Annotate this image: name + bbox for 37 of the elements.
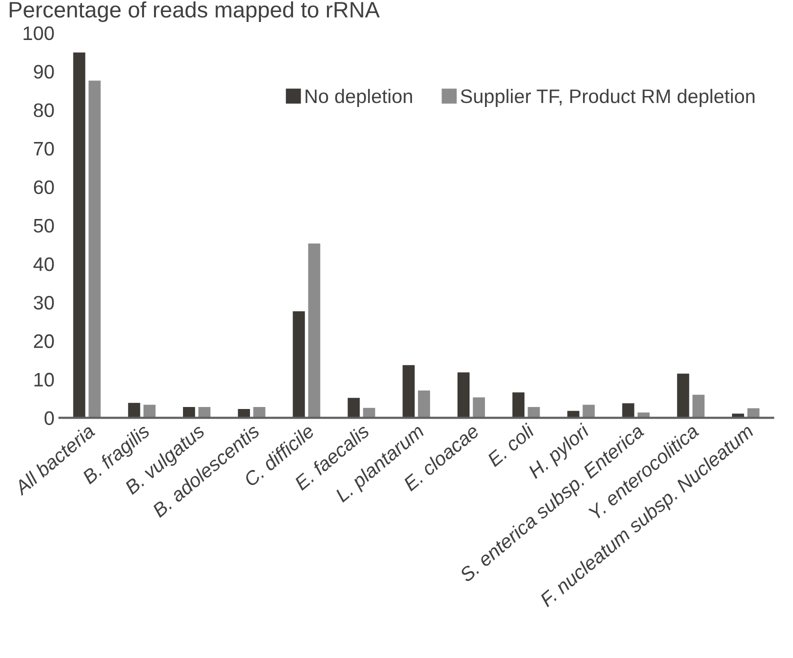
legend-label: No depletion	[306, 88, 412, 108]
bar	[143, 404, 156, 418]
y-tick-label: 10	[34, 372, 54, 387]
bar	[677, 374, 690, 418]
bar	[128, 402, 140, 418]
chart-title: Percentage of reads mapped to rRNA	[10, 1, 380, 22]
bar	[458, 372, 470, 418]
bar	[402, 365, 415, 418]
legend-label: Supplier TF, Product RM depletion	[460, 88, 754, 108]
bar	[418, 390, 430, 418]
bar	[238, 408, 250, 418]
y-tick-label: 20	[34, 334, 54, 348]
y-tick-label: 90	[34, 64, 54, 79]
y-tick-label: 100	[24, 26, 54, 40]
x-tick-label: E. coli	[486, 422, 536, 468]
bar	[622, 403, 634, 418]
y-tick-label: 60	[34, 180, 54, 194]
y-tick-label: 30	[34, 296, 54, 310]
bar	[348, 398, 360, 418]
bar	[528, 407, 540, 418]
bar	[198, 407, 210, 418]
bar	[472, 397, 485, 418]
y-tick-label: 70	[34, 142, 54, 156]
bar	[308, 243, 320, 418]
y-tick-label: 40	[33, 257, 54, 272]
bar	[512, 392, 524, 418]
y-tick-label: 80	[34, 103, 54, 118]
bar	[692, 394, 705, 418]
bar	[747, 408, 760, 418]
bar	[253, 407, 266, 418]
bar	[582, 404, 595, 418]
bar	[183, 407, 196, 418]
bar	[292, 311, 305, 418]
bar	[88, 80, 101, 418]
y-tick-label: 50	[34, 218, 54, 233]
bar	[73, 52, 86, 418]
y-tick-label: 0	[44, 411, 54, 426]
